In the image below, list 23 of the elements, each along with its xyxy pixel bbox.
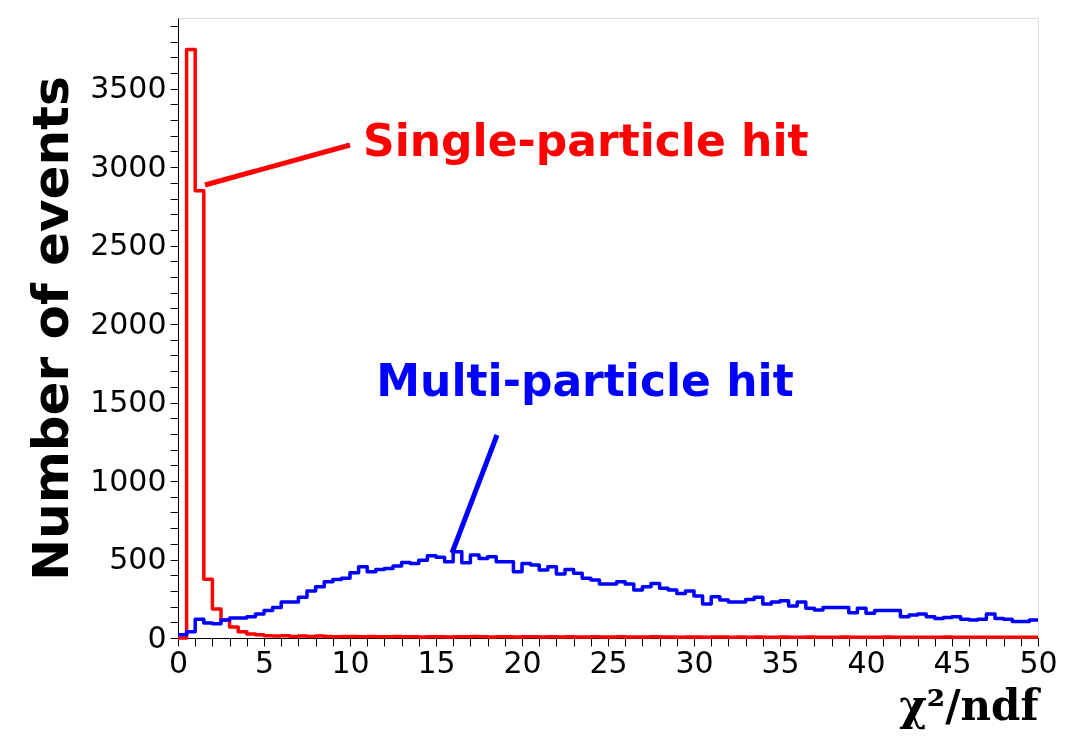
x-tick-label: 25 [589, 644, 628, 680]
x-tick-label: 0 [168, 644, 189, 680]
y-tick-label: 3000 [90, 148, 167, 184]
y-tick-label: 0 [147, 619, 167, 655]
y-tick-label: 1000 [90, 462, 167, 498]
y-axis-title: Number of events [22, 76, 81, 581]
x-tick-label: 20 [503, 644, 542, 680]
x-tick-label: 40 [847, 644, 886, 680]
x-tick-label: 50 [1019, 644, 1058, 680]
x-tick-label: 35 [761, 644, 800, 680]
y-tick-label: 1500 [90, 384, 167, 420]
y-tick-label: 2500 [90, 227, 167, 263]
x-tick-label: 10 [331, 644, 370, 680]
x-tick-label: 15 [417, 644, 456, 680]
x-tick-label: 5 [254, 644, 275, 680]
text: Multi-particle hit [376, 355, 794, 406]
x-tick-label: 30 [675, 644, 714, 680]
x-axis-title: χ²/ndf [899, 680, 1042, 730]
y-tick-label: 2000 [90, 305, 167, 341]
y-tick-label: 3500 [90, 70, 167, 106]
x-tick-label: 45 [933, 644, 972, 680]
legend-label: Single-particle hit [363, 115, 809, 166]
y-tick-label: 500 [109, 541, 167, 577]
